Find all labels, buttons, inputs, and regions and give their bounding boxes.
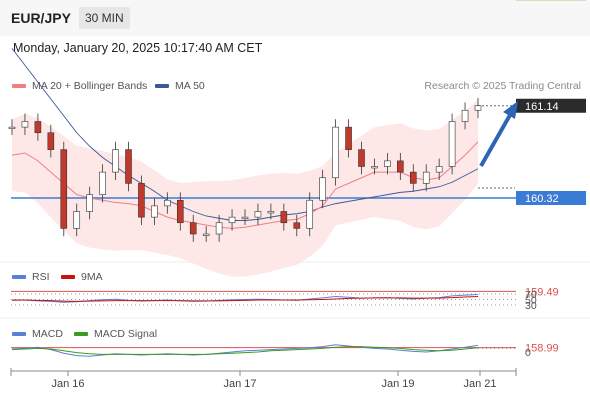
candle-body <box>86 194 93 212</box>
candle-body <box>47 132 55 150</box>
legend-ma50-label: MA 50 <box>175 80 205 92</box>
macd-signal-swatch <box>74 332 88 336</box>
pivot-tag <box>516 191 586 205</box>
x-axis-label: Jan 16 <box>51 378 84 390</box>
legend-macd: MACD <box>12 328 63 340</box>
x-axis-label: Jan 19 <box>381 378 414 390</box>
ma50-swatch <box>155 84 169 88</box>
candle-body <box>112 149 119 173</box>
candle-body <box>267 211 275 214</box>
macd-signal-line <box>11 346 479 355</box>
support-label: 158.99 <box>525 343 559 355</box>
legend-rsi-label: RSI <box>32 271 50 283</box>
current-price-tag <box>516 98 586 113</box>
target-arrow-head <box>503 101 518 119</box>
datetime-label: Monday, January 20, 2025 10:17:40 AM CET <box>13 41 263 55</box>
candle-body <box>215 222 223 235</box>
candle-body <box>21 121 29 128</box>
target-arrow-shaft <box>479 114 512 167</box>
candle-body <box>8 126 16 129</box>
legend-macd-signal: MACD Signal <box>74 328 157 340</box>
rsi-ma-line <box>12 295 479 302</box>
candle-body <box>461 109 469 122</box>
candle-body <box>228 216 236 224</box>
candle-body <box>397 160 404 173</box>
rsi-line <box>11 294 479 303</box>
legend-rsi: RSI <box>12 271 50 283</box>
credit-text: Research © 2025 Trading Central <box>424 80 581 92</box>
chart-header: EUR/JPY 30 MIN <box>0 0 590 36</box>
macd-swatch <box>12 332 26 336</box>
candle-body <box>60 149 68 229</box>
candle-body <box>73 211 81 229</box>
current-price-label: 161.14 <box>525 101 559 113</box>
candle-body <box>422 171 430 184</box>
candle-body <box>371 166 378 169</box>
candle-body <box>34 121 42 134</box>
ma20-swatch <box>12 84 26 88</box>
candle-body <box>409 171 417 184</box>
bollinger-band <box>12 100 478 277</box>
candle-body <box>164 199 171 207</box>
support-label: 159.49 <box>525 286 559 298</box>
x-axis-label: Jan 21 <box>463 378 496 390</box>
candle-body <box>99 171 106 195</box>
macd-zero-label: 0 <box>525 347 531 359</box>
legend-rsi-ma-label: 9MA <box>81 271 103 283</box>
candle-body <box>384 160 391 167</box>
candle-body <box>151 205 158 218</box>
candle-body <box>280 211 288 224</box>
candle-body <box>332 126 339 179</box>
candle-body <box>345 126 352 150</box>
candle-body <box>293 222 301 229</box>
x-axis-label: Jan 17 <box>223 378 256 390</box>
legend-macd-label: MACD <box>32 328 63 340</box>
legend-ma50: MA 50 <box>155 80 205 92</box>
candle-body <box>241 216 249 219</box>
rsi-level-label: 30 <box>525 300 537 312</box>
candle-body <box>125 149 132 184</box>
legend-macd-signal-label: MACD Signal <box>94 328 158 340</box>
candle-body <box>254 211 262 218</box>
rsi-swatch <box>12 275 26 279</box>
pivot-label: 160.32 <box>525 193 559 205</box>
candle-body <box>358 149 365 167</box>
legend-ma20-label: MA 20 + Bollinger Bands <box>32 80 148 92</box>
candle-body <box>176 199 184 224</box>
candle-body <box>474 105 482 111</box>
candle-body <box>306 199 314 229</box>
rsi-level-label: 50 <box>525 295 537 307</box>
candle-body <box>189 222 197 235</box>
candle-body <box>138 183 145 218</box>
rsi-level-label: 70 <box>525 289 537 301</box>
candle-body <box>202 233 210 236</box>
legend-ma20: MA 20 + Bollinger Bands <box>12 80 147 92</box>
timeframe-button[interactable]: 30 MIN <box>79 7 130 29</box>
candle-body <box>448 121 456 167</box>
symbol-label: EUR/JPY <box>11 10 71 26</box>
legend-rsi-ma: 9MA <box>61 271 103 283</box>
rsi-ma-swatch <box>61 275 75 279</box>
candle-body <box>319 177 326 201</box>
candle-body <box>435 166 443 173</box>
macd-line <box>11 344 479 357</box>
